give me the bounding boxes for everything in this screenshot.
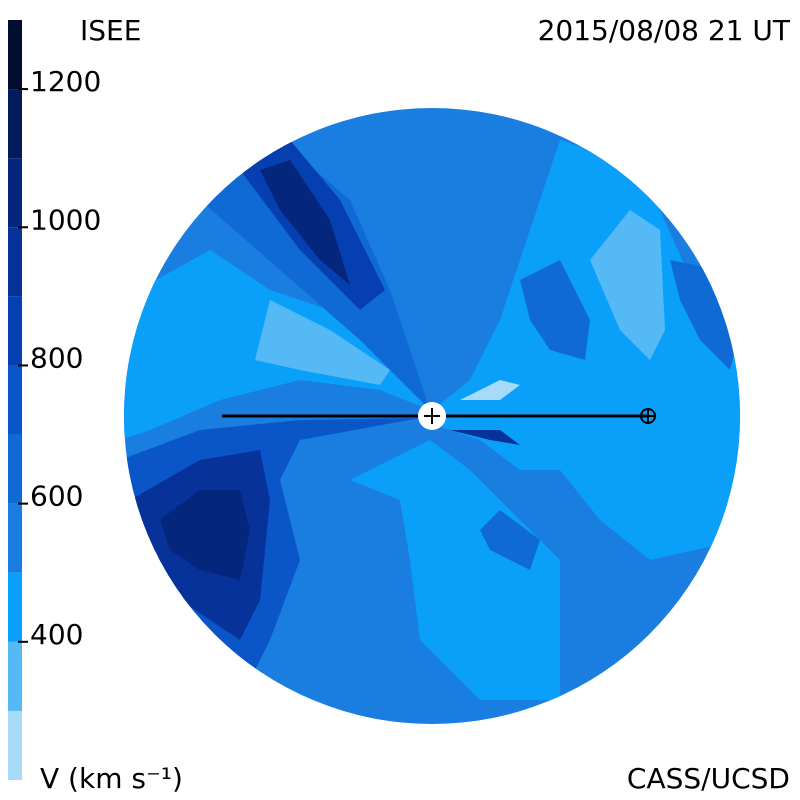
earth-marker <box>641 409 655 423</box>
sun-marker <box>424 408 440 424</box>
colorbar-tick-label: 600 <box>30 480 83 513</box>
colorbar-band <box>8 710 22 780</box>
credit: CASS/UCSD <box>627 762 790 795</box>
colorbar-label: V (km s⁻¹) <box>40 762 183 795</box>
title: ISEE <box>80 14 141 47</box>
colorbar-band <box>8 158 22 228</box>
colorbar-band <box>8 89 22 159</box>
colorbar-band <box>8 296 22 366</box>
colorbar-tick-label: 1000 <box>30 203 101 236</box>
colorbar-band <box>8 572 22 642</box>
colorbar-tick-label: 400 <box>30 618 83 651</box>
colorbar-band <box>8 365 22 435</box>
colorbar-tick-label: 1200 <box>30 65 101 98</box>
colorbar-band <box>8 227 22 297</box>
colorbar-band <box>8 641 22 711</box>
colorbar-band <box>8 503 22 573</box>
colorbar-band <box>8 434 22 504</box>
colorbar-tick-label: 800 <box>30 341 83 374</box>
colorbar-band <box>8 20 22 90</box>
date: 2015/08/08 21 UT <box>538 14 791 47</box>
